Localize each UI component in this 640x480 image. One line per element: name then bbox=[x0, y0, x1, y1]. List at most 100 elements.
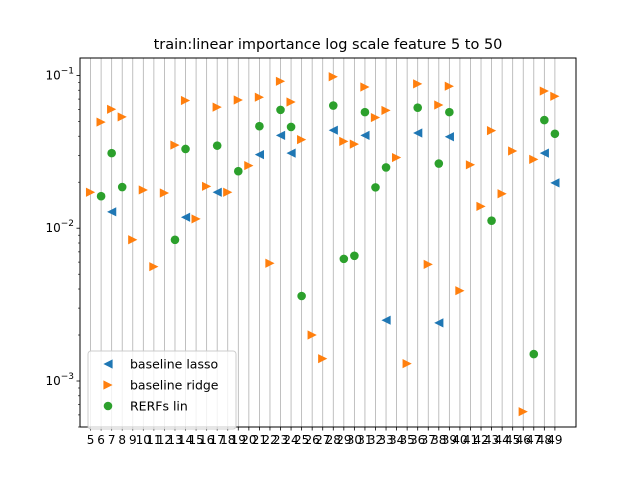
x-tick-label: 39 bbox=[442, 433, 457, 447]
x-tick-label: 38 bbox=[431, 433, 446, 447]
data-point bbox=[476, 201, 486, 211]
data-point bbox=[275, 130, 286, 140]
x-tick-label: 46 bbox=[516, 433, 531, 447]
data-point bbox=[170, 140, 180, 150]
x-tick-label: 35 bbox=[400, 433, 415, 447]
x-tick-label: 29 bbox=[336, 433, 351, 447]
legend-marker bbox=[103, 359, 113, 369]
x-tick-label: 18 bbox=[220, 433, 235, 447]
data-point bbox=[529, 349, 539, 359]
x-tick-label: 32 bbox=[368, 433, 383, 447]
x-tick-label: 16 bbox=[199, 433, 214, 447]
legend-label: baseline ridge bbox=[130, 378, 219, 393]
data-point bbox=[128, 235, 138, 245]
data-point bbox=[244, 160, 254, 171]
data-point bbox=[297, 135, 307, 145]
data-point bbox=[170, 235, 180, 245]
x-tick-label: 14 bbox=[178, 433, 193, 447]
x-tick-label: 5 bbox=[87, 433, 95, 447]
data-point bbox=[286, 122, 296, 132]
data-point bbox=[96, 191, 106, 201]
data-point bbox=[434, 100, 444, 110]
data-point bbox=[138, 185, 148, 195]
data-point bbox=[371, 183, 380, 192]
data-point bbox=[212, 102, 222, 112]
data-point bbox=[286, 148, 296, 158]
x-tick-label: 22 bbox=[262, 433, 277, 447]
x-tick-label: 48 bbox=[537, 433, 552, 447]
data-point bbox=[117, 112, 127, 122]
legend-label: baseline lasso bbox=[130, 357, 218, 372]
data-marks bbox=[85, 72, 560, 417]
x-tick-label: 10 bbox=[136, 433, 151, 447]
data-point bbox=[465, 160, 476, 170]
data-point bbox=[434, 159, 444, 168]
x-tick-label: 28 bbox=[326, 433, 341, 447]
data-point bbox=[276, 105, 285, 115]
data-point bbox=[508, 146, 518, 156]
data-point bbox=[434, 318, 444, 328]
data-point bbox=[180, 95, 191, 106]
data-point bbox=[180, 212, 191, 222]
data-point bbox=[445, 107, 454, 117]
data-point bbox=[159, 188, 170, 198]
x-tick-label: 11 bbox=[146, 433, 161, 447]
x-tick-label: 49 bbox=[547, 433, 562, 447]
data-point bbox=[307, 330, 317, 340]
x-tick-label: 43 bbox=[484, 433, 499, 447]
series-baseline-ridge bbox=[85, 72, 560, 417]
data-point bbox=[360, 130, 370, 140]
x-tick-label: 30 bbox=[347, 433, 362, 447]
data-point bbox=[391, 152, 402, 163]
data-point bbox=[328, 101, 338, 110]
x-tick-label: 34 bbox=[389, 433, 404, 447]
data-point bbox=[318, 354, 328, 364]
x-tick-label: 31 bbox=[357, 433, 372, 447]
data-point bbox=[297, 291, 306, 301]
data-point bbox=[107, 104, 117, 114]
legend-label: RERFs lin bbox=[130, 399, 188, 414]
data-point bbox=[370, 112, 381, 123]
x-tick-label: 41 bbox=[463, 433, 478, 447]
data-point bbox=[455, 286, 465, 296]
data-point bbox=[117, 182, 127, 192]
data-point bbox=[202, 181, 212, 191]
data-point bbox=[350, 251, 359, 261]
data-point bbox=[339, 254, 349, 264]
data-point bbox=[413, 79, 423, 89]
data-point bbox=[212, 187, 222, 197]
data-point bbox=[212, 141, 222, 150]
data-point bbox=[518, 407, 528, 417]
data-point bbox=[275, 76, 286, 86]
data-point bbox=[85, 187, 96, 197]
data-point bbox=[265, 258, 275, 268]
data-point bbox=[360, 107, 370, 117]
data-point bbox=[444, 81, 454, 91]
x-tick-label: 21 bbox=[252, 433, 267, 447]
data-point bbox=[486, 126, 497, 136]
legend-marker bbox=[103, 380, 113, 390]
x-tick-label: 40 bbox=[452, 433, 467, 447]
series-baseline-lasso bbox=[107, 125, 560, 328]
data-point bbox=[487, 216, 496, 225]
data-point bbox=[255, 121, 264, 131]
data-point bbox=[402, 358, 412, 369]
x-tick-label: 47 bbox=[526, 433, 541, 447]
x-tick-label: 24 bbox=[283, 433, 298, 447]
x-tick-label: 8 bbox=[118, 433, 126, 447]
x-tick-label: 20 bbox=[241, 433, 256, 447]
data-point bbox=[539, 148, 549, 158]
x-tick-label: 33 bbox=[378, 433, 393, 447]
data-point bbox=[339, 136, 349, 146]
x-tick-label: 25 bbox=[294, 433, 309, 447]
data-point bbox=[233, 166, 243, 176]
plot-area-frame bbox=[79, 57, 577, 428]
data-point bbox=[423, 259, 433, 269]
y-axis-ticks: 10−3 10−2 10−1 bbox=[45, 66, 80, 428]
x-tick-label: 45 bbox=[505, 433, 520, 447]
chart-title: train:linear importance log scale featur… bbox=[154, 37, 503, 53]
legend: baseline lasso baseline ridge RERFs lin bbox=[87, 350, 237, 430]
data-point bbox=[413, 103, 423, 112]
x-tick-label: 26 bbox=[305, 433, 320, 447]
